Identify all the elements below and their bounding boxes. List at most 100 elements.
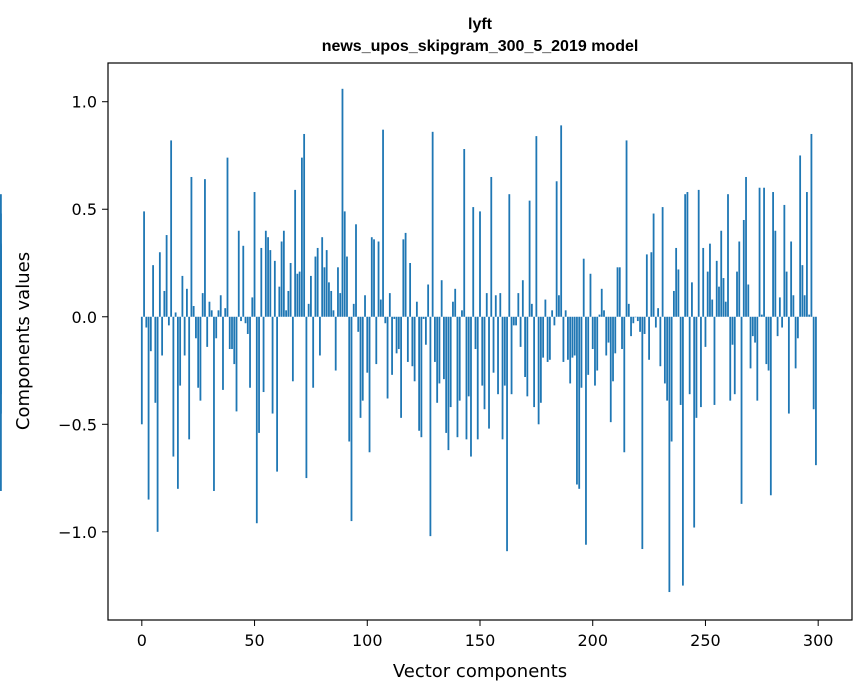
bar (206, 316, 209, 347)
bar (605, 316, 608, 356)
bar (501, 316, 504, 440)
bar (641, 316, 644, 550)
bar (287, 290, 290, 317)
bar (760, 314, 763, 317)
bar (341, 88, 344, 317)
bar (271, 316, 274, 414)
bar (580, 316, 583, 388)
bar (424, 316, 427, 345)
bar (796, 316, 799, 339)
bar (729, 316, 732, 401)
bar (643, 316, 646, 334)
bar (702, 247, 705, 317)
bar (255, 316, 258, 524)
bar (778, 297, 781, 317)
bar (537, 316, 540, 425)
bar (754, 316, 756, 343)
bar (535, 136, 538, 317)
bar (810, 133, 813, 317)
bar (163, 290, 166, 317)
bar (334, 316, 337, 371)
bar (790, 241, 793, 317)
bar (672, 290, 675, 317)
bar (749, 316, 752, 369)
chart-title: lyft (468, 16, 493, 33)
bar (418, 316, 421, 431)
bar (183, 316, 186, 356)
bar (307, 303, 310, 317)
bar (654, 316, 657, 328)
bar (521, 280, 524, 317)
bar (621, 316, 623, 350)
bar (738, 241, 741, 317)
bar (445, 316, 448, 433)
bar (546, 316, 549, 362)
bar (720, 230, 723, 317)
bar (314, 256, 317, 317)
bar (740, 316, 743, 504)
bar (305, 316, 308, 479)
bar (490, 176, 493, 317)
bar (519, 316, 522, 347)
bar (325, 250, 328, 317)
bar (776, 316, 779, 337)
bar (682, 316, 684, 586)
bar (224, 308, 227, 317)
bar (625, 140, 628, 317)
bar (357, 316, 360, 332)
bar (630, 316, 632, 337)
bar (321, 237, 324, 317)
bar (154, 316, 157, 403)
bar (352, 303, 355, 317)
bar (526, 316, 529, 397)
bar (330, 290, 333, 317)
y-axis-ticks: −1.0 −0.5 0.0 0.5 1.0 (58, 93, 108, 542)
bar (485, 293, 488, 317)
bar (355, 224, 357, 317)
bar (382, 129, 384, 317)
bar (675, 247, 678, 317)
bar (228, 316, 231, 350)
bar (443, 316, 445, 380)
bar (618, 267, 621, 317)
bar (456, 316, 459, 438)
bar (0, 282, 2, 317)
bar (472, 207, 475, 317)
bar (598, 314, 601, 317)
bar (461, 310, 463, 317)
bar (348, 316, 351, 442)
bar (237, 230, 240, 317)
bar (258, 316, 260, 433)
bar (657, 308, 660, 317)
bar (269, 250, 272, 317)
bar (409, 263, 412, 317)
bar (594, 316, 596, 386)
bar (377, 241, 380, 317)
bar (736, 271, 738, 317)
bar (799, 155, 802, 317)
bar (280, 241, 283, 317)
bar (492, 316, 495, 373)
bar (310, 275, 312, 317)
bar (663, 316, 666, 384)
bar (769, 316, 772, 496)
bar (756, 316, 759, 401)
bar (668, 316, 671, 593)
bar (645, 254, 648, 317)
bar (745, 176, 747, 317)
x-axis-label: Vector components (393, 661, 567, 682)
bar (787, 316, 790, 414)
bar (607, 316, 610, 343)
bar (244, 316, 247, 324)
bar (337, 267, 339, 317)
bar (204, 179, 206, 317)
bar (508, 194, 511, 317)
bar (693, 316, 696, 528)
bar (758, 187, 761, 317)
bar (368, 316, 371, 453)
bar (249, 316, 251, 388)
bar (149, 316, 152, 352)
x-tick-label: 200 (577, 631, 608, 650)
bar (172, 316, 175, 457)
